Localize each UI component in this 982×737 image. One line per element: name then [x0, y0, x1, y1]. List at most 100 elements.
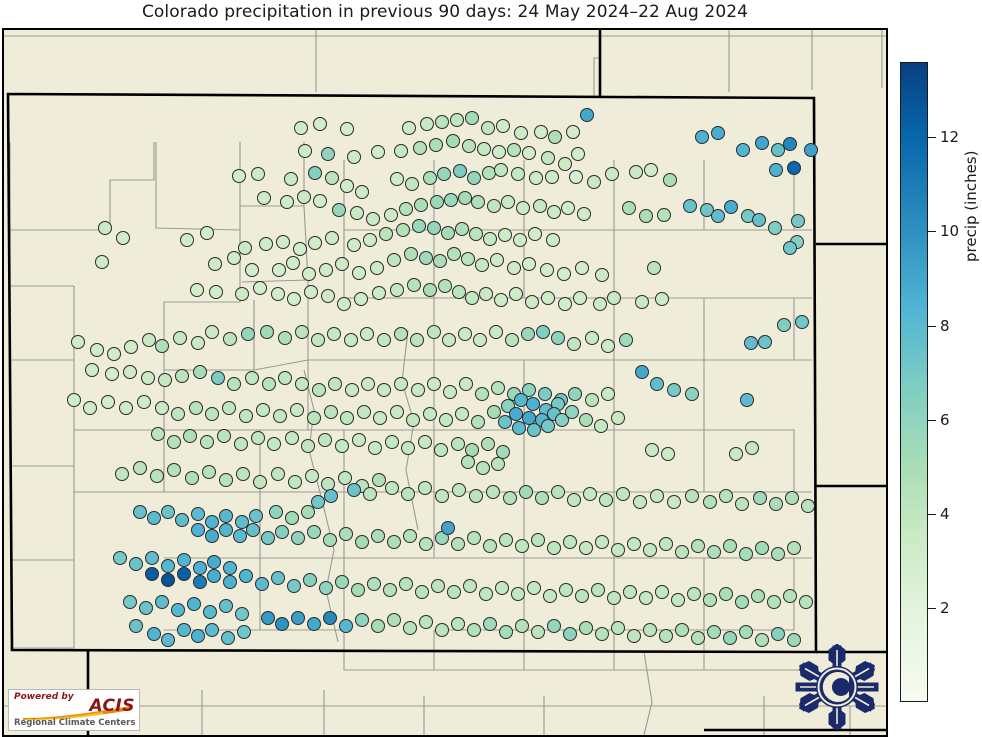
station-point[interactable]	[783, 589, 797, 603]
station-point[interactable]	[276, 235, 290, 249]
station-point[interactable]	[795, 315, 809, 329]
station-point[interactable]	[575, 261, 589, 275]
station-point[interactable]	[245, 371, 259, 385]
station-point[interactable]	[345, 383, 359, 397]
station-point[interactable]	[257, 191, 271, 205]
station-point[interactable]	[667, 383, 681, 397]
station-point[interactable]	[406, 413, 420, 427]
station-point[interactable]	[177, 567, 191, 581]
station-point[interactable]	[787, 541, 801, 555]
station-point[interactable]	[551, 485, 565, 499]
station-point[interactable]	[515, 539, 529, 553]
station-point[interactable]	[771, 143, 785, 157]
station-point[interactable]	[769, 163, 783, 177]
station-point[interactable]	[355, 535, 369, 549]
station-point[interactable]	[629, 165, 643, 179]
station-point[interactable]	[155, 401, 169, 415]
station-point[interactable]	[447, 247, 461, 261]
station-point[interactable]	[211, 371, 225, 385]
station-point[interactable]	[601, 339, 615, 353]
station-point[interactable]	[155, 595, 169, 609]
station-point[interactable]	[611, 543, 625, 557]
station-point[interactable]	[667, 495, 681, 509]
station-point[interactable]	[129, 619, 143, 633]
station-point[interactable]	[541, 419, 555, 433]
station-point[interactable]	[67, 393, 81, 407]
station-point[interactable]	[278, 371, 292, 385]
station-point[interactable]	[371, 619, 385, 633]
station-point[interactable]	[675, 623, 689, 637]
station-point[interactable]	[384, 208, 398, 222]
station-point[interactable]	[643, 543, 657, 557]
station-point[interactable]	[338, 471, 352, 485]
station-point[interactable]	[396, 223, 410, 237]
station-point[interactable]	[487, 199, 501, 213]
station-point[interactable]	[175, 369, 189, 383]
station-point[interactable]	[290, 403, 304, 417]
station-point[interactable]	[223, 561, 237, 575]
station-point[interactable]	[455, 407, 469, 421]
station-point[interactable]	[463, 579, 477, 593]
station-point[interactable]	[219, 473, 233, 487]
station-point[interactable]	[303, 573, 317, 587]
map-canvas[interactable]	[2, 28, 888, 737]
station-point[interactable]	[647, 261, 661, 275]
station-point[interactable]	[223, 575, 237, 589]
station-point[interactable]	[527, 423, 541, 437]
station-point[interactable]	[387, 535, 401, 549]
station-point[interactable]	[583, 487, 597, 501]
station-point[interactable]	[133, 505, 147, 519]
station-point[interactable]	[616, 487, 630, 501]
station-point[interactable]	[390, 283, 404, 297]
station-point[interactable]	[563, 627, 577, 641]
station-point[interactable]	[659, 629, 673, 643]
station-point[interactable]	[787, 633, 801, 647]
station-point[interactable]	[190, 283, 204, 297]
station-point[interactable]	[496, 119, 510, 133]
station-point[interactable]	[259, 237, 273, 251]
station-point[interactable]	[768, 221, 782, 235]
station-point[interactable]	[451, 537, 465, 551]
station-point[interactable]	[671, 593, 685, 607]
station-point[interactable]	[735, 595, 749, 609]
station-point[interactable]	[372, 473, 386, 487]
station-point[interactable]	[675, 545, 689, 559]
station-point[interactable]	[185, 471, 199, 485]
station-point[interactable]	[650, 489, 664, 503]
station-point[interactable]	[522, 383, 536, 397]
station-point[interactable]	[205, 325, 219, 339]
station-point[interactable]	[373, 411, 387, 425]
station-point[interactable]	[272, 263, 286, 277]
station-point[interactable]	[507, 261, 521, 275]
station-point[interactable]	[323, 533, 337, 547]
station-point[interactable]	[147, 511, 161, 525]
station-point[interactable]	[402, 121, 416, 135]
station-point[interactable]	[473, 333, 487, 347]
station-point[interactable]	[431, 579, 445, 593]
station-point[interactable]	[538, 387, 552, 401]
station-point[interactable]	[294, 121, 308, 135]
station-point[interactable]	[499, 625, 513, 639]
station-point[interactable]	[354, 292, 368, 306]
station-point[interactable]	[271, 287, 285, 301]
station-point[interactable]	[483, 232, 497, 246]
station-point[interactable]	[387, 253, 401, 267]
station-point[interactable]	[418, 435, 432, 449]
station-point[interactable]	[275, 617, 289, 631]
station-point[interactable]	[579, 621, 593, 635]
station-point[interactable]	[161, 573, 175, 587]
station-point[interactable]	[147, 627, 161, 641]
station-point[interactable]	[161, 633, 175, 647]
station-point[interactable]	[307, 617, 321, 631]
station-point[interactable]	[438, 279, 452, 293]
station-point[interactable]	[319, 581, 333, 595]
station-point[interactable]	[607, 591, 621, 605]
station-point[interactable]	[494, 293, 508, 307]
station-point[interactable]	[295, 325, 309, 339]
station-point[interactable]	[332, 203, 346, 217]
station-point[interactable]	[394, 144, 408, 158]
station-point[interactable]	[235, 515, 249, 529]
station-point[interactable]	[90, 343, 104, 357]
station-point[interactable]	[219, 523, 233, 537]
station-point[interactable]	[350, 206, 364, 220]
